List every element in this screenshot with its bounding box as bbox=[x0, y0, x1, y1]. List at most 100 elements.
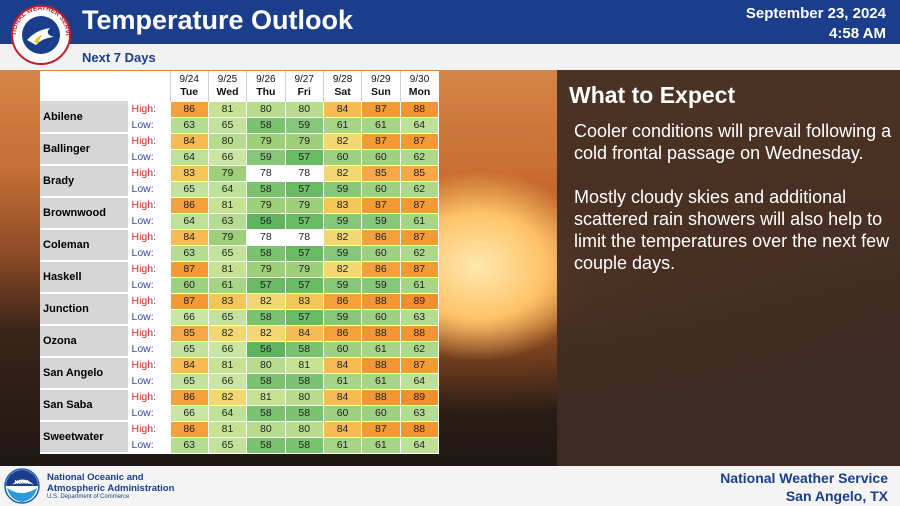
table-row: Sweetwater High: 86 81 80 80 84 87 88 bbox=[40, 420, 440, 454]
high-temp-cell: 80 bbox=[284, 388, 324, 406]
high-temp-cell: 87 bbox=[361, 100, 401, 118]
low-temp-cell: 61 bbox=[361, 436, 401, 454]
high-temp-cell: 82 bbox=[322, 260, 363, 278]
high-temp-cell: 79 bbox=[207, 228, 248, 246]
table-header-row: 9/24 Tue 9/25 Wed 9/26 Thu 9/27 Fri 9/28 Sat … bbox=[40, 71, 439, 101]
high-temp-cell: 84 bbox=[169, 228, 209, 246]
table-row: Low: 65 66 56 58 60 61 62 bbox=[40, 340, 440, 358]
low-temp-cell: 61 bbox=[322, 436, 363, 454]
low-temp-cell: 57 bbox=[284, 308, 324, 326]
high-temp-cell: 84 bbox=[322, 388, 363, 406]
low-temp-cell: 58 bbox=[284, 436, 324, 454]
low-label: Low: bbox=[127, 372, 171, 390]
low-label: Low: bbox=[127, 276, 171, 294]
table-row: Low: 64 66 59 57 60 60 62 bbox=[40, 148, 440, 166]
low-temp-cell: 63 bbox=[399, 308, 440, 326]
low-temp-cell: 60 bbox=[169, 276, 209, 294]
low-label: Low: bbox=[127, 148, 171, 166]
table-row: San Angelo High: 84 81 80 81 84 88 87 bbox=[40, 356, 440, 390]
high-temp-cell: 84 bbox=[322, 420, 363, 438]
low-temp-cell: 66 bbox=[207, 340, 248, 358]
high-temp-cell: 87 bbox=[399, 260, 440, 278]
high-temp-cell: 87 bbox=[399, 356, 440, 374]
high-temp-cell: 86 bbox=[361, 260, 401, 278]
noaa-dept: U.S. Department of Commerce bbox=[47, 494, 130, 500]
panel-paragraph: Cooler conditions will prevail following… bbox=[574, 121, 892, 163]
high-temp-cell: 82 bbox=[322, 228, 363, 246]
low-label: Low: bbox=[127, 404, 171, 422]
low-temp-cell: 63 bbox=[169, 244, 209, 262]
low-temp-cell: 59 bbox=[361, 212, 401, 230]
low-temp-cell: 66 bbox=[169, 308, 209, 326]
high-temp-cell: 78 bbox=[246, 164, 286, 182]
low-temp-cell: 57 bbox=[284, 148, 324, 166]
table-row: Low: 63 65 58 59 61 61 64 bbox=[40, 116, 440, 134]
subtitle: Next 7 Days bbox=[82, 50, 156, 65]
high-temp-cell: 89 bbox=[399, 388, 440, 406]
footer-bar bbox=[0, 466, 900, 506]
high-temp-cell: 81 bbox=[207, 420, 248, 438]
nws-logo-icon: NATIONAL WEATHER SERVICE bbox=[6, 4, 71, 65]
day-header: 9/25 Wed bbox=[207, 71, 247, 101]
nws-office: National Weather Service San Angelo, TX bbox=[720, 469, 888, 505]
high-temp-cell: 82 bbox=[246, 324, 286, 342]
high-label: High: bbox=[127, 292, 171, 310]
high-temp-cell: 79 bbox=[246, 196, 286, 214]
high-temp-cell: 85 bbox=[399, 164, 440, 182]
high-temp-cell: 82 bbox=[322, 132, 363, 150]
low-temp-cell: 58 bbox=[284, 340, 324, 358]
high-temp-cell: 83 bbox=[322, 196, 363, 214]
low-temp-cell: 59 bbox=[361, 276, 401, 294]
low-label: Low: bbox=[127, 212, 171, 230]
low-temp-cell: 59 bbox=[246, 148, 286, 166]
low-temp-cell: 61 bbox=[361, 340, 401, 358]
high-temp-cell: 88 bbox=[399, 100, 440, 118]
low-label: Low: bbox=[127, 244, 171, 262]
table-row: Brady High: 83 79 78 78 82 85 85 bbox=[40, 164, 440, 198]
high-temp-cell: 81 bbox=[207, 100, 248, 118]
day-header: 9/29 Sun bbox=[361, 71, 401, 101]
table-row: Haskell High: 87 81 79 79 82 86 87 bbox=[40, 260, 440, 294]
low-temp-cell: 64 bbox=[207, 180, 248, 198]
high-temp-cell: 80 bbox=[284, 100, 324, 118]
low-temp-cell: 64 bbox=[169, 148, 209, 166]
noaa-line1: National Oceanic and bbox=[47, 472, 144, 483]
header-blank bbox=[40, 71, 128, 101]
nws-line1: National Weather Service bbox=[720, 470, 888, 486]
table-row: Low: 66 65 58 57 59 60 63 bbox=[40, 308, 440, 326]
high-label: High: bbox=[127, 388, 171, 406]
high-label: High: bbox=[127, 196, 171, 214]
high-temp-cell: 79 bbox=[246, 132, 286, 150]
low-temp-cell: 64 bbox=[207, 404, 248, 422]
city-name: Brady bbox=[40, 165, 128, 198]
high-temp-cell: 85 bbox=[361, 164, 401, 182]
low-temp-cell: 64 bbox=[399, 372, 440, 390]
low-temp-cell: 59 bbox=[322, 212, 363, 230]
low-temp-cell: 57 bbox=[284, 212, 324, 230]
high-temp-cell: 79 bbox=[284, 260, 324, 278]
nws-line2: San Angelo, TX bbox=[785, 488, 888, 504]
high-temp-cell: 87 bbox=[169, 260, 209, 278]
low-temp-cell: 64 bbox=[399, 116, 440, 134]
high-temp-cell: 82 bbox=[322, 164, 363, 182]
low-temp-cell: 62 bbox=[399, 180, 440, 198]
temperature-table: 9/24 Tue 9/25 Wed 9/26 Thu 9/27 Fri 9/28 Sat … bbox=[40, 71, 440, 454]
high-temp-cell: 80 bbox=[207, 132, 248, 150]
low-temp-cell: 59 bbox=[322, 180, 363, 198]
low-temp-cell: 63 bbox=[399, 404, 440, 422]
city-name: San Angelo bbox=[40, 357, 128, 390]
noaa-logo-icon: NOAA bbox=[4, 468, 40, 504]
low-temp-cell: 63 bbox=[169, 436, 209, 454]
low-label: Low: bbox=[127, 116, 171, 134]
low-temp-cell: 63 bbox=[207, 212, 248, 230]
low-temp-cell: 58 bbox=[246, 308, 286, 326]
low-temp-cell: 65 bbox=[169, 372, 209, 390]
city-name: Coleman bbox=[40, 229, 128, 262]
high-temp-cell: 81 bbox=[207, 356, 248, 374]
city-name: Brownwood bbox=[40, 197, 128, 230]
high-label: High: bbox=[127, 100, 171, 118]
high-label: High: bbox=[127, 420, 171, 438]
low-temp-cell: 60 bbox=[322, 404, 363, 422]
high-temp-cell: 86 bbox=[169, 100, 209, 118]
high-temp-cell: 81 bbox=[284, 356, 324, 374]
